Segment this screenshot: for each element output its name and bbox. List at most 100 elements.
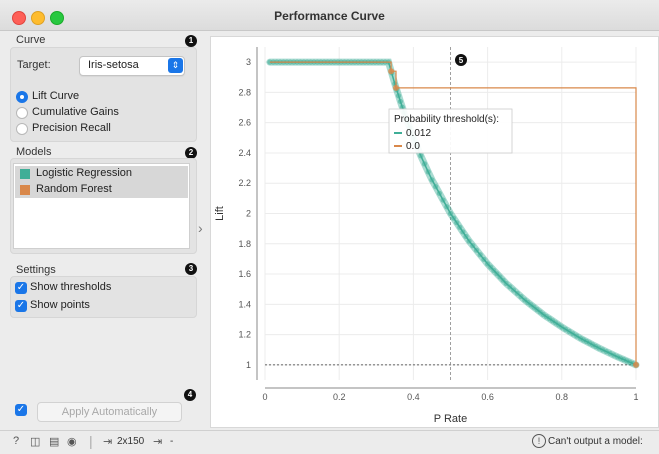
logistic-regression-point	[477, 252, 483, 258]
x-tick-label: 0.8	[556, 392, 569, 402]
show-thresholds-label[interactable]: Show thresholds	[30, 281, 112, 293]
y-tick-label: 1.6	[238, 269, 251, 279]
logistic-regression-point	[395, 93, 402, 99]
logistic-regression-point	[429, 177, 435, 183]
random-forest-point	[392, 84, 399, 91]
logistic-regression-point	[481, 256, 487, 262]
logistic-regression-point	[510, 287, 517, 293]
y-tick-label: 2.2	[238, 178, 251, 188]
logistic-regression-point	[485, 261, 491, 267]
plot-area[interactable]: 1 1.2 1.4 1.6 1.8 2 2.2 2.4 2.6 2.8 3 0 0.2 0.4 0.6 0.…	[210, 36, 659, 428]
model-label: Random Forest	[36, 183, 112, 195]
apply-button[interactable]: Apply Automatically	[37, 402, 182, 422]
y-axis-label: Lift	[214, 206, 226, 221]
show-points-label[interactable]: Show points	[30, 299, 90, 311]
y-ticks: 1 1.2 1.4 1.6 1.8 2 2.2 2.4 2.6 2.8 3	[238, 57, 251, 370]
logistic-regression-point	[436, 190, 442, 196]
logistic-regression-point	[399, 104, 405, 110]
logistic-regression-point	[470, 243, 476, 249]
panel-splitter-chevron-icon[interactable]: ›	[198, 220, 203, 236]
lift-curve-chart[interactable]: 1 1.2 1.4 1.6 1.8 2 2.2 2.4 2.6 2.8 3 0 0.2 0.4 0.6 0.…	[211, 37, 658, 427]
close-window-button[interactable]	[12, 11, 26, 25]
curve-section-label: Curve	[16, 34, 46, 46]
show-points-checkbox[interactable]: ✓	[15, 300, 27, 312]
precision-recall-radio[interactable]	[16, 123, 28, 135]
logistic-regression-point	[397, 98, 404, 105]
y-tick-label: 1	[246, 360, 251, 370]
cumulative-gains-radio[interactable]	[16, 107, 28, 119]
logistic-regression-point	[473, 247, 480, 253]
logistic-regression-point	[491, 267, 497, 274]
visualize-icon[interactable]: ◉	[67, 436, 77, 448]
logistic-regression-point	[494, 271, 500, 277]
precision-recall-label[interactable]: Precision Recall	[32, 122, 111, 134]
window-title: Performance Curve	[274, 9, 385, 23]
model-item-random-forest[interactable]: Random Forest	[15, 182, 188, 198]
settings-badge: 3	[185, 263, 197, 275]
x-tick-label: 0.2	[333, 392, 346, 402]
logistic-regression-point	[463, 233, 469, 240]
x-ticks: 0 0.2 0.4 0.6 0.8 1	[262, 392, 638, 402]
output-data-icon: ⇥	[153, 436, 163, 448]
x-tick-label: 0	[262, 392, 267, 402]
input-data-icon: ⇥	[103, 436, 113, 448]
y-tick-label: 2.8	[238, 87, 251, 97]
model-item-logistic-regression[interactable]: Logistic Regression	[15, 166, 188, 182]
x-tick-label: 0.4	[407, 392, 420, 402]
y-tick-label: 1.8	[238, 239, 251, 249]
x-tick-label: 1	[633, 392, 638, 402]
logistic-regression-point	[503, 280, 509, 287]
zoom-window-button[interactable]	[50, 11, 64, 25]
logistic-regression-point	[418, 153, 424, 159]
help-icon[interactable]: ?	[13, 435, 20, 447]
status-divider: |	[89, 433, 93, 449]
show-thresholds-checkbox[interactable]: ✓	[15, 282, 27, 294]
plot-badge-circle	[455, 54, 467, 66]
logistic-regression-point	[421, 161, 428, 167]
logistic-regression-point	[440, 197, 446, 203]
threshold-tooltip: Probability threshold(s): 0.012 0.0	[388, 108, 513, 154]
target-select[interactable]: Iris-setosa ⇕	[79, 56, 185, 76]
cumulative-gains-label[interactable]: Cumulative Gains	[32, 106, 119, 118]
status-bar: ? ◫ ▤ ◉ | ⇥ 2x150 ⇥ - ! Can't output a m…	[0, 430, 659, 454]
apply-badge: 4	[184, 389, 196, 401]
logistic-regression-point	[497, 274, 503, 280]
model-label: Logistic Regression	[36, 167, 132, 179]
target-label: Target:	[17, 59, 51, 71]
save-icon[interactable]: ◫	[30, 436, 41, 448]
logistic-regression-point	[433, 184, 439, 190]
output-size: -	[170, 436, 174, 447]
logistic-regression-point	[500, 277, 506, 283]
minimize-window-button[interactable]	[31, 11, 45, 25]
y-tick-label: 1.2	[238, 330, 251, 340]
models-badge: 2	[185, 147, 197, 159]
tooltip-title: Probability threshold(s):	[394, 114, 499, 125]
lift-curve-label[interactable]: Lift Curve	[32, 90, 80, 102]
logistic-regression-point	[466, 238, 472, 244]
x-axis-label: P Rate	[434, 413, 467, 425]
random-forest-point	[633, 361, 639, 368]
logistic-regression-point	[454, 220, 460, 226]
lift-curve-radio[interactable]	[16, 91, 28, 103]
chevron-updown-icon: ⇕	[168, 58, 183, 73]
logistic-regression-point	[447, 210, 454, 217]
target-value: Iris-setosa	[88, 59, 139, 71]
curve-badge: 1	[185, 35, 197, 47]
models-list[interactable]: Logistic Regression Random Forest	[13, 163, 190, 249]
warning-icon: !	[532, 434, 546, 448]
random-forest-point	[388, 68, 395, 75]
auto-apply-checkbox[interactable]: ✓	[15, 404, 27, 416]
logistic-regression-point	[507, 284, 513, 290]
report-icon[interactable]: ▤	[49, 436, 60, 448]
y-tick-label: 2.4	[238, 148, 251, 158]
model-color-swatch	[20, 185, 30, 195]
models-section-label: Models	[16, 146, 52, 158]
logistic-regression-point	[444, 204, 450, 210]
tooltip-value: 0.0	[406, 141, 420, 152]
logistic-regression-point	[460, 229, 466, 235]
logistic-regression-point	[488, 264, 494, 270]
y-tick-label: 3	[246, 57, 251, 67]
input-size: 2x150	[117, 436, 145, 447]
logistic-regression-point	[457, 224, 463, 230]
y-tick-label: 2	[246, 209, 251, 219]
